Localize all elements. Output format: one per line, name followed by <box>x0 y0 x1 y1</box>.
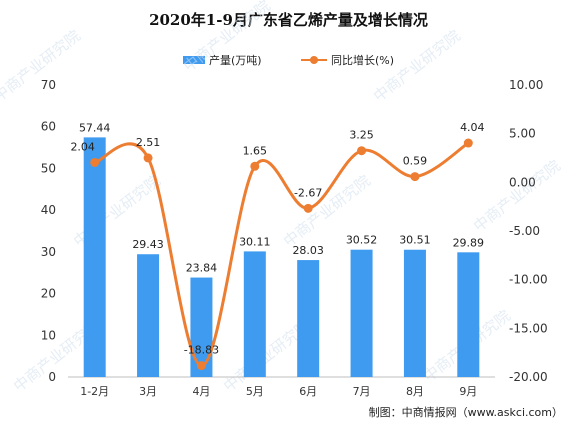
growth-point <box>250 161 260 171</box>
growth-value-label: 1.65 <box>243 144 268 157</box>
bar-value-label: 23.84 <box>186 262 218 275</box>
bar-value-label: 57.44 <box>79 121 111 134</box>
growth-value-label: 2.51 <box>136 136 161 149</box>
watermark-text: 中商产业研究院 <box>370 27 464 106</box>
watermark-text: 中商产业研究院 <box>0 27 84 106</box>
chart-legend: 产量(万吨) 同比增长(%) <box>0 52 577 68</box>
bars-layer <box>83 137 480 377</box>
legend-line-swatch <box>301 55 327 65</box>
x-tick-label: 9月 <box>459 385 477 398</box>
growth-point <box>143 153 153 163</box>
growth-value-label: 0.59 <box>403 155 428 168</box>
x-tick-label: 8月 <box>406 385 424 398</box>
x-tick-label: 7月 <box>353 385 371 398</box>
bar-value-label: 30.11 <box>239 235 271 248</box>
y2-tick-label: 10.00 <box>509 78 543 92</box>
source-credit: 制图：中商情报网（www.askci.com） <box>368 406 563 419</box>
growth-point <box>196 361 206 371</box>
y2-tick-label: 0.00 <box>509 175 536 189</box>
y2-tick-label: -15.00 <box>509 321 548 335</box>
bar-output <box>297 260 320 377</box>
growth-point <box>90 157 100 167</box>
bar-output <box>403 249 426 377</box>
growth-value-label: 4.04 <box>460 121 485 134</box>
axes-layer: 0 10 20 30 40 50 60 70 -20.00 -15.00 -10.00 -5.00 0.… <box>41 78 548 398</box>
y-tick-label: 70 <box>41 78 56 92</box>
y-tick-label: 20 <box>41 287 56 301</box>
bar-value-label: 29.43 <box>132 238 164 251</box>
y-tick-label: 10 <box>41 328 56 342</box>
chart-title: 2020年1-9月广东省乙烯产量及增长情况 <box>149 11 428 29</box>
legend-bar-swatch <box>183 56 205 64</box>
growth-point <box>303 203 313 213</box>
x-tick-label: 6月 <box>299 385 317 398</box>
watermark-text: 中商产业研究院 <box>180 0 274 75</box>
legend-label-output: 产量(万吨) <box>209 54 262 67</box>
y2-tick-label: -20.00 <box>509 370 548 384</box>
legend-item-output: 产量(万吨) <box>183 52 262 68</box>
y-tick-label: 60 <box>41 120 56 134</box>
x-tick-label: 4月 <box>192 385 210 398</box>
bar-output <box>350 249 373 377</box>
bar-output <box>243 251 266 377</box>
growth-point <box>463 138 473 148</box>
y2-tick-label: 5.00 <box>509 127 536 141</box>
x-tick-label: 5月 <box>246 385 264 398</box>
growth-value-label: -2.67 <box>294 186 322 199</box>
bar-output <box>190 277 213 377</box>
x-tick-label: 1-2月 <box>80 385 109 398</box>
bar-output <box>137 254 160 377</box>
bar-output <box>457 252 480 377</box>
bar-value-label: 30.51 <box>399 234 431 247</box>
legend-item-growth: 同比增长(%) <box>301 52 394 68</box>
growth-value-label: 3.25 <box>349 129 374 142</box>
y2-tick-label: -5.00 <box>509 224 540 238</box>
y-tick-label: 50 <box>41 161 56 175</box>
y-tick-label: 40 <box>41 203 56 217</box>
growth-value-label: 2.04 <box>70 140 95 153</box>
labels-layer: 57.44 29.43 23.84 30.11 28.03 30.52 30.51 29.89… <box>70 121 484 357</box>
bar-value-label: 30.52 <box>346 234 378 247</box>
bar-value-label: 29.89 <box>453 236 485 249</box>
bar-value-label: 28.03 <box>292 244 324 257</box>
y-tick-label: 0 <box>48 370 56 384</box>
growth-point <box>357 146 367 156</box>
growth-value-label: -18.83 <box>184 344 219 357</box>
y-tick-label: 30 <box>41 245 56 259</box>
legend-label-growth: 同比增长(%) <box>331 54 395 67</box>
line-layer <box>90 138 473 371</box>
x-tick-label: 3月 <box>139 385 157 398</box>
y2-tick-label: -10.00 <box>509 273 548 287</box>
growth-point <box>410 172 420 182</box>
bar-output <box>83 137 106 377</box>
